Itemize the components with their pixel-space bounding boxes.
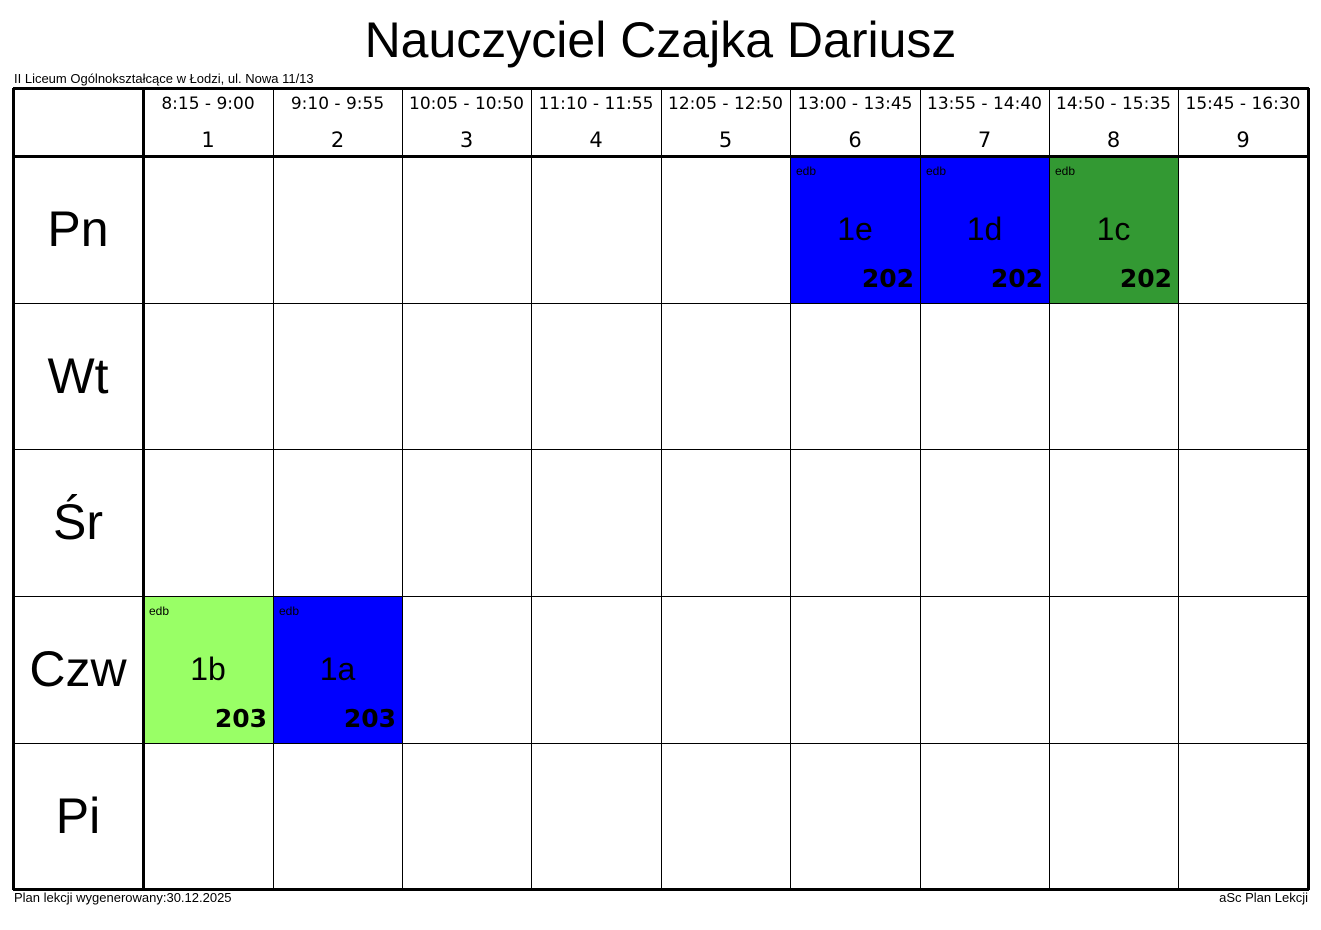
grid-line — [13, 155, 1309, 158]
period-number: 7 — [977, 128, 992, 152]
page-title: Nauczyciel Czajka Dariusz — [364, 12, 957, 68]
grid-line — [13, 449, 1309, 450]
period-number: 3 — [459, 128, 474, 152]
lesson-room: 202 — [990, 264, 1043, 293]
grid-line — [1178, 88, 1179, 890]
grid-line — [13, 743, 1309, 744]
period-header: 10:05 - 10:50 3 — [402, 88, 531, 156]
grid-line — [13, 888, 1309, 891]
grid-line — [920, 88, 921, 890]
grid-line — [661, 88, 662, 890]
grid-line — [13, 87, 1309, 90]
period-time: 14:50 - 15:35 — [1056, 94, 1171, 114]
period-number: 1 — [201, 128, 215, 152]
period-time: 13:00 - 13:45 — [797, 94, 913, 114]
period-header: 13:00 - 13:45 6 — [790, 88, 920, 156]
lesson-class: 1e — [837, 211, 873, 247]
period-header: 9:10 - 9:55 2 — [273, 88, 402, 156]
lesson-room: 203 — [214, 704, 267, 733]
lesson-subject: edb — [926, 164, 947, 178]
period-number: 2 — [330, 128, 345, 152]
day-header: Pi — [13, 743, 143, 889]
day-label: Pn — [47, 201, 109, 257]
period-time: 9:10 - 9:55 — [290, 94, 385, 114]
software-name: aSc Plan Lekcji — [1219, 890, 1308, 905]
lesson-subject: edb — [1055, 164, 1076, 178]
lesson-card: edb 1d 202 — [920, 156, 1049, 303]
grid-line — [1307, 88, 1310, 890]
grid-line — [1049, 88, 1050, 890]
lesson-class: 1c — [1096, 211, 1131, 247]
day-header: Śr — [13, 449, 143, 596]
period-number: 6 — [848, 128, 862, 152]
period-header: 13:55 - 14:40 7 — [920, 88, 1049, 156]
lesson-card: edb 1b 203 — [143, 596, 273, 743]
day-header: Czw — [13, 596, 143, 743]
grid-line — [273, 88, 274, 890]
lesson-card: edb 1e 202 — [790, 156, 920, 303]
period-number: 5 — [718, 128, 733, 152]
period-time: 11:10 - 11:55 — [538, 94, 654, 114]
day-label: Śr — [53, 494, 103, 550]
school-name: II Liceum Ogólnokształcące w Łodzi, ul. … — [14, 71, 314, 86]
lesson-card: edb 1a 203 — [273, 596, 402, 743]
day-label: Czw — [29, 641, 127, 697]
grid-line — [13, 596, 1309, 597]
period-number: 4 — [589, 128, 603, 152]
grid-line — [12, 88, 15, 890]
day-header: Wt — [13, 303, 143, 449]
lesson-room: 202 — [861, 264, 914, 293]
lesson-class: 1d — [966, 211, 1003, 247]
grid-line — [402, 88, 403, 890]
period-time: 12:05 - 12:50 — [668, 94, 783, 114]
period-header: 12:05 - 12:50 5 — [661, 88, 790, 156]
lesson-subject: edb — [796, 164, 817, 178]
period-time: 13:55 - 14:40 — [927, 94, 1042, 114]
lesson-subject: edb — [279, 604, 300, 618]
period-number: 9 — [1236, 128, 1250, 152]
period-time: 15:45 - 16:30 — [1185, 94, 1301, 114]
period-number: 8 — [1106, 128, 1121, 152]
grid-line — [13, 303, 1309, 304]
generated-date: Plan lekcji wygenerowany:30.12.2025 — [14, 890, 232, 905]
day-label: Wt — [47, 348, 109, 404]
period-time: 10:05 - 10:50 — [409, 94, 524, 114]
lesson-card: edb 1c 202 — [1049, 156, 1178, 303]
lesson-subject: edb — [149, 604, 170, 618]
period-time: 8:15 - 9:00 — [161, 94, 255, 114]
lesson-class: 1b — [190, 651, 226, 687]
day-header: Pn — [13, 156, 143, 303]
grid-line — [790, 88, 791, 890]
grid-line — [142, 88, 145, 890]
period-header: 8:15 - 9:00 1 — [143, 88, 273, 156]
lesson-room: 202 — [1119, 264, 1172, 293]
day-label: Pi — [55, 788, 101, 844]
lesson-room: 203 — [343, 704, 396, 733]
grid-line — [531, 88, 532, 890]
period-header: 11:10 - 11:55 4 — [531, 88, 661, 156]
period-header: 14:50 - 15:35 8 — [1049, 88, 1178, 156]
lesson-class: 1a — [319, 651, 356, 687]
period-header: 15:45 - 16:30 9 — [1178, 88, 1308, 156]
